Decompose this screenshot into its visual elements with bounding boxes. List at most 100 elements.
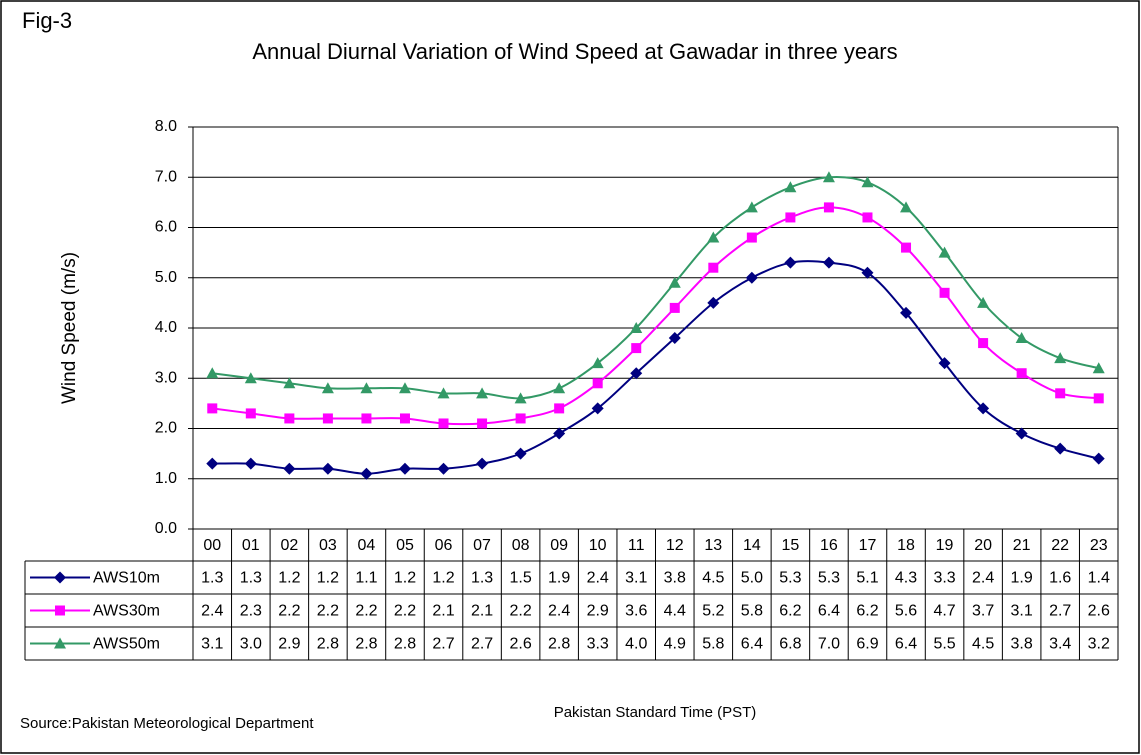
table-value: 2.9 bbox=[278, 636, 300, 653]
data-point bbox=[591, 357, 604, 369]
table-value: 1.4 bbox=[1088, 570, 1110, 587]
data-point bbox=[554, 403, 565, 414]
data-point bbox=[398, 462, 411, 475]
table-value: 1.2 bbox=[317, 570, 339, 587]
table-value: 2.8 bbox=[548, 636, 570, 653]
x-tick-label: 15 bbox=[781, 537, 799, 554]
data-point bbox=[669, 302, 680, 313]
data-point bbox=[900, 201, 913, 213]
data-point bbox=[938, 246, 951, 258]
chart-title: Annual Diurnal Variation of Wind Speed a… bbox=[252, 39, 897, 64]
source-note: Source:Pakistan Meteorological Departmen… bbox=[20, 715, 314, 732]
table-value: 4.9 bbox=[664, 636, 686, 653]
data-point bbox=[823, 202, 834, 213]
table-value: 4.4 bbox=[664, 603, 686, 620]
table-value: 1.2 bbox=[394, 570, 416, 587]
table-value: 5.8 bbox=[702, 636, 724, 653]
table-value: 1.3 bbox=[471, 570, 493, 587]
data-point bbox=[746, 232, 757, 243]
x-tick-label: 01 bbox=[242, 537, 260, 554]
x-tick-label: 08 bbox=[512, 537, 530, 554]
table-value: 2.4 bbox=[201, 603, 223, 620]
table-value: 3.6 bbox=[625, 603, 647, 620]
table-value: 7.0 bbox=[818, 636, 840, 653]
table-value: 3.8 bbox=[664, 570, 686, 587]
x-tick-label: 18 bbox=[897, 537, 915, 554]
data-point bbox=[978, 338, 989, 349]
table-value: 6.4 bbox=[818, 603, 840, 620]
x-tick-label: 10 bbox=[589, 537, 607, 554]
data-point bbox=[745, 201, 758, 213]
data-point bbox=[438, 418, 449, 429]
table-value: 2.6 bbox=[509, 636, 531, 653]
table-value: 3.4 bbox=[1049, 636, 1071, 653]
x-axis-label: Pakistan Standard Time (PST) bbox=[554, 704, 757, 721]
table-value: 1.1 bbox=[355, 570, 377, 587]
x-tick-label: 14 bbox=[743, 537, 761, 554]
data-point bbox=[207, 403, 218, 414]
table-value: 5.3 bbox=[818, 570, 840, 587]
data-point bbox=[398, 382, 411, 394]
data-point bbox=[1092, 362, 1105, 374]
x-tick-label: 12 bbox=[666, 537, 684, 554]
data-point bbox=[514, 392, 527, 404]
data-point bbox=[785, 212, 796, 223]
data-point bbox=[862, 212, 873, 223]
table-value: 1.3 bbox=[240, 570, 262, 587]
data-point bbox=[977, 402, 990, 415]
table-value: 1.9 bbox=[1011, 570, 1033, 587]
data-point bbox=[1092, 452, 1105, 465]
legend-marker bbox=[55, 605, 65, 616]
y-tick-label: 0.0 bbox=[155, 520, 177, 537]
x-tick-label: 04 bbox=[358, 537, 376, 554]
table-value: 2.2 bbox=[355, 603, 377, 620]
data-point bbox=[977, 296, 990, 308]
data-point bbox=[514, 447, 527, 460]
data-point bbox=[708, 262, 719, 273]
data-point bbox=[938, 357, 951, 370]
legend-label: AWS10m bbox=[93, 570, 160, 587]
table-value: 6.2 bbox=[779, 603, 801, 620]
table-value: 2.2 bbox=[278, 603, 300, 620]
data-point bbox=[206, 457, 219, 470]
data-point bbox=[437, 462, 450, 475]
legend-label: AWS30m bbox=[93, 603, 160, 620]
x-tick-label: 06 bbox=[435, 537, 453, 554]
table-value: 3.3 bbox=[587, 636, 609, 653]
x-tick-label: 17 bbox=[859, 537, 877, 554]
table-value: 2.6 bbox=[1088, 603, 1110, 620]
data-point bbox=[1015, 427, 1028, 440]
x-tick-label: 23 bbox=[1090, 537, 1108, 554]
x-tick-label: 02 bbox=[280, 537, 298, 554]
data-point bbox=[707, 296, 720, 309]
table-value: 4.5 bbox=[702, 570, 724, 587]
data-point bbox=[822, 256, 835, 269]
data-point bbox=[553, 382, 566, 394]
data-point bbox=[630, 367, 643, 380]
y-axis-label: Wind Speed (m/s) bbox=[59, 252, 80, 404]
data-point bbox=[476, 387, 489, 399]
table-value: 2.8 bbox=[355, 636, 377, 653]
data-point bbox=[284, 413, 295, 424]
table-value: 5.0 bbox=[741, 570, 763, 587]
table-value: 5.1 bbox=[856, 570, 878, 587]
figure-label: Fig-3 bbox=[22, 8, 72, 33]
table-value: 1.6 bbox=[1049, 570, 1071, 587]
data-point bbox=[668, 332, 681, 345]
data-point bbox=[360, 467, 373, 480]
table-value: 3.0 bbox=[240, 636, 262, 653]
y-tick-label: 1.0 bbox=[155, 470, 177, 487]
table-value: 2.1 bbox=[432, 603, 454, 620]
y-tick-label: 2.0 bbox=[155, 420, 177, 437]
y-tick-label: 8.0 bbox=[155, 118, 177, 135]
x-tick-label: 19 bbox=[936, 537, 954, 554]
x-tick-label: 07 bbox=[473, 537, 491, 554]
table-value: 3.8 bbox=[1011, 636, 1033, 653]
x-tick-label: 16 bbox=[820, 537, 838, 554]
data-point bbox=[901, 242, 912, 253]
data-point bbox=[399, 413, 410, 424]
table-value: 4.3 bbox=[895, 570, 917, 587]
table-value: 2.2 bbox=[509, 603, 531, 620]
data-point bbox=[668, 276, 681, 288]
table-value: 2.2 bbox=[317, 603, 339, 620]
